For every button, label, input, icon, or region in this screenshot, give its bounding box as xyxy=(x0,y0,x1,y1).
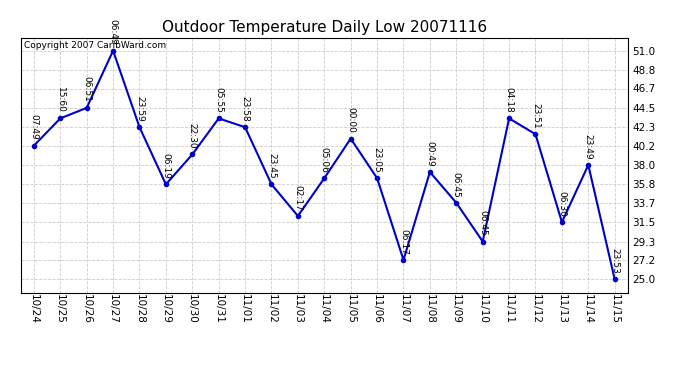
Text: 23:53: 23:53 xyxy=(610,248,619,274)
Text: 23:49: 23:49 xyxy=(584,134,593,159)
Text: 07:49: 07:49 xyxy=(30,114,39,140)
Text: 06:17: 06:17 xyxy=(399,228,408,254)
Text: 06:49: 06:49 xyxy=(108,20,117,45)
Text: 00:00: 00:00 xyxy=(346,107,355,133)
Text: 06:19: 06:19 xyxy=(161,153,170,179)
Text: 00:49: 00:49 xyxy=(426,141,435,166)
Text: 23:59: 23:59 xyxy=(135,96,144,122)
Text: 06:45: 06:45 xyxy=(478,210,487,236)
Text: 23:05: 23:05 xyxy=(373,147,382,172)
Text: 23:45: 23:45 xyxy=(267,153,276,179)
Text: 05:55: 05:55 xyxy=(214,87,223,113)
Text: Copyright 2007 CaribWard.com: Copyright 2007 CaribWard.com xyxy=(23,41,166,50)
Text: 06:45: 06:45 xyxy=(452,171,461,197)
Text: 22:30: 22:30 xyxy=(188,123,197,149)
Text: 23:58: 23:58 xyxy=(241,96,250,122)
Text: 02:17: 02:17 xyxy=(293,185,302,210)
Text: 06:51: 06:51 xyxy=(82,76,91,102)
Text: 04:18: 04:18 xyxy=(504,87,513,113)
Text: 15:60: 15:60 xyxy=(56,87,65,113)
Text: 05:06: 05:06 xyxy=(319,147,329,172)
Text: 06:30: 06:30 xyxy=(558,191,566,217)
Text: 23:51: 23:51 xyxy=(531,103,540,129)
Title: Outdoor Temperature Daily Low 20071116: Outdoor Temperature Daily Low 20071116 xyxy=(161,20,487,35)
